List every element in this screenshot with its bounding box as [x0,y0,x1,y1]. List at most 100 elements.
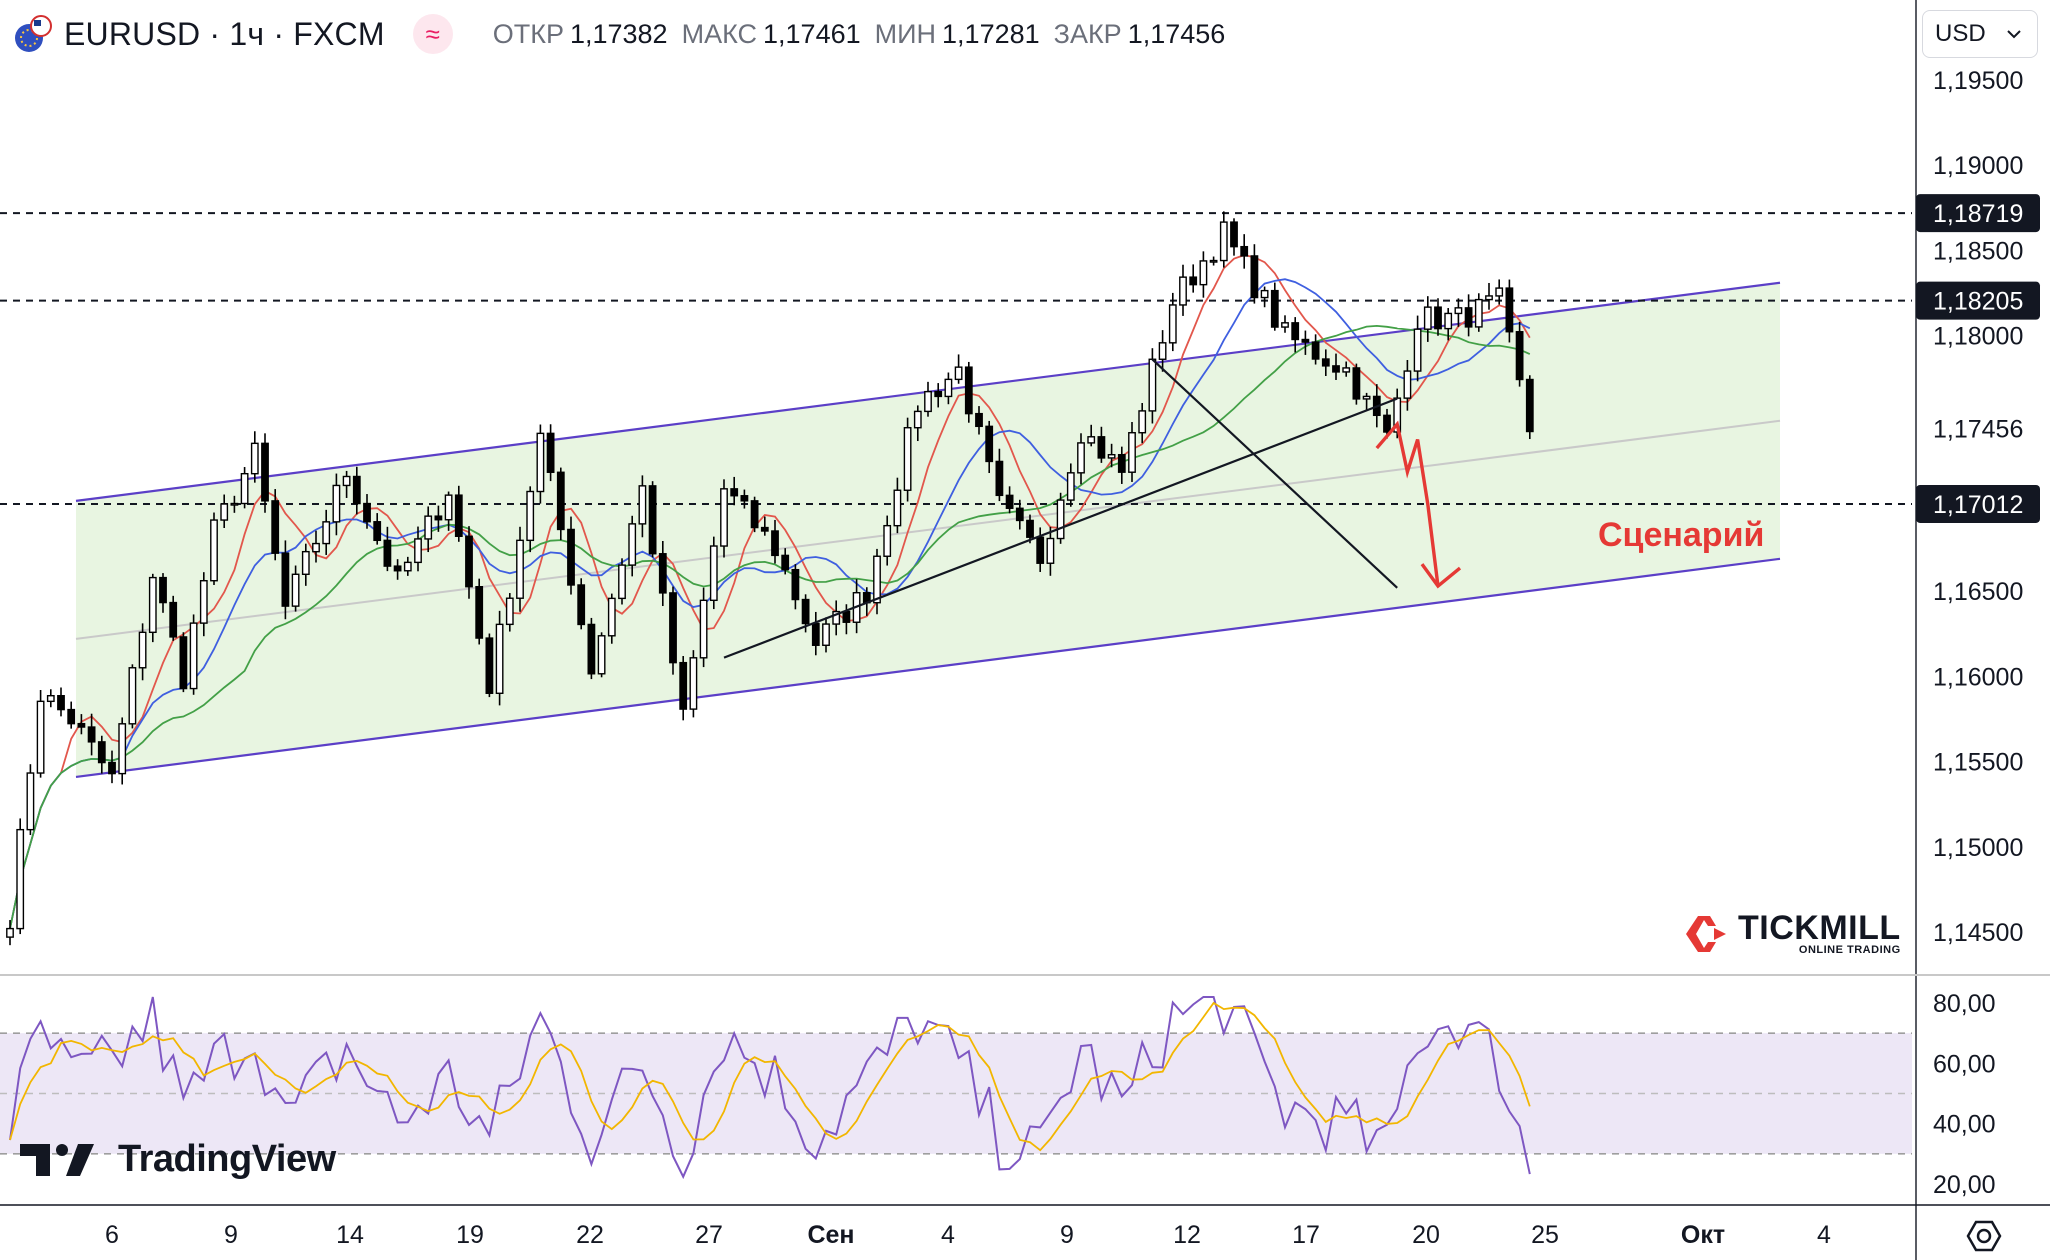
low-label: МИН [874,18,937,49]
candle-body [87,726,96,743]
approx-icon[interactable]: ≈ [412,14,453,54]
candle-body [97,741,106,764]
price-level-label: 1,17012 [1933,491,2023,519]
candle-body [148,576,157,634]
time-tick-label: 4 [1817,1221,1831,1249]
rsi-signal-line [9,1001,1531,1152]
price-tick-label: 1,16500 [1933,578,2023,606]
candle-body [1066,472,1075,501]
candle-body [781,554,790,571]
candle-body [750,500,759,529]
trendlines [723,358,1398,659]
candle-body [822,623,830,646]
time-tick-label: 4 [941,1221,955,1249]
candle-body [607,597,616,637]
candle-body [118,723,127,775]
candle-body [760,526,769,532]
settings-gear-icon[interactable] [1966,1218,2002,1254]
candle-body [352,475,361,505]
rsi-line [9,996,1531,1180]
candle-body [1311,341,1320,360]
candle-body [250,442,259,475]
price-tick-label: 1,15500 [1933,749,2023,777]
price-tick-label: 1,17456 [1933,415,2023,443]
time-tick-label: 9 [1060,1221,1074,1249]
candle-body [811,622,820,646]
candle-body [220,503,229,521]
candle-body [740,495,749,502]
candle-body [108,761,116,775]
candle-body [159,576,167,604]
candle-body [801,598,810,625]
candle-body [1240,245,1249,257]
high-label: МАКС [681,18,758,49]
price-level-badge [1916,281,2040,320]
candle-body [230,502,239,506]
candle-body [1352,367,1361,400]
candle-body [169,601,178,638]
candle-body [1168,304,1177,344]
scenario-arrowhead [1420,563,1462,589]
candle-body [924,390,932,413]
candle-body [1077,442,1085,474]
rsi-panel [0,996,1912,1180]
candle-body [883,524,892,557]
price-tick-label: 1,18000 [1933,323,2023,351]
price-tick-label: 1,19500 [1933,67,2023,95]
symbol-title[interactable]: EURUSD · 1ч · FXCM [64,15,385,52]
candle-body [1107,453,1116,459]
candle-body [179,636,188,690]
candle-body [505,597,514,626]
candle-body [720,488,728,547]
candle-body [1209,259,1218,263]
candle-body [658,553,667,594]
candle-body [434,515,443,521]
eu-us-flag-icon [14,14,54,54]
time-tick-label: 14 [336,1221,364,1249]
candle-body [873,555,881,604]
candle-body [689,657,698,710]
candle-body [261,442,269,502]
candle-body [403,561,412,572]
candle-body [414,538,422,564]
candle-body [1015,507,1024,522]
candle-body [271,500,280,554]
time-tick-label: 12 [1173,1221,1201,1249]
tradingview-mark-icon [20,1143,94,1176]
candle-body [709,545,718,602]
candle-body [546,432,555,473]
time-tick-label: 20 [1412,1221,1440,1249]
candle-body [1128,432,1136,473]
channel-midline [75,419,1781,640]
currency-select[interactable]: USD [1922,10,2038,58]
candle-body [1005,494,1014,509]
close-label: ЗАКР [1053,18,1122,49]
candle-body [1444,312,1453,330]
candle-body [189,622,198,690]
candle-body [1342,367,1351,373]
candle-body [465,535,473,588]
candle-body [1189,276,1198,286]
candle-body [1199,260,1208,286]
candle-body [669,592,677,664]
ma-mid-line [9,278,1531,929]
candle-body [954,366,963,381]
candle-body [301,550,310,575]
candle-body [199,580,208,624]
candle-body [1036,536,1045,564]
candle-body [975,412,983,428]
candle-body [1087,436,1096,444]
candle-body [67,708,76,725]
candle-body [699,599,708,659]
candle-body [342,475,351,487]
price-tick-label: 1,14500 [1933,919,2023,947]
time-tick-label: 17 [1292,1221,1320,1249]
candle-body [1230,221,1238,248]
candle-body [934,390,943,398]
candle-body [567,528,575,586]
high-value: 1,17461 [763,18,861,49]
open-value: 1,17382 [569,18,668,49]
candle-body [1301,338,1310,343]
